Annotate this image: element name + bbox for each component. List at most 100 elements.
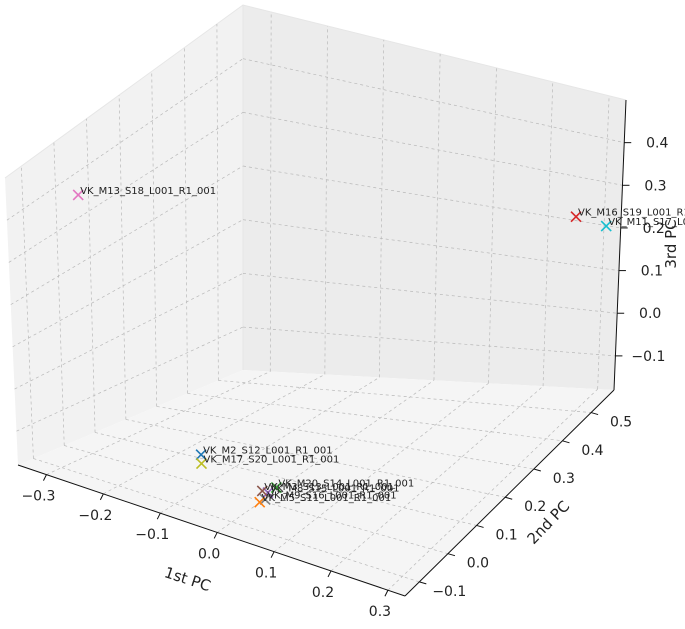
back-gridline-x	[597, 95, 610, 390]
point-marker	[570, 211, 582, 223]
back-gridline-z	[242, 326, 616, 357]
floor-gridline-x	[46, 371, 271, 475]
point-marker	[256, 485, 268, 497]
point-marker	[254, 496, 266, 508]
floor-gridline-x	[330, 385, 544, 572]
x-tick-label: −0.2	[78, 508, 112, 524]
x-tick-label: 0.2	[312, 585, 334, 601]
z-tick-label: 0.0	[639, 306, 661, 322]
floor-gridline-y	[125, 419, 506, 498]
point-marker	[195, 449, 207, 461]
y-tick-mark	[505, 496, 513, 500]
z-axis-line	[613, 99, 627, 391]
side-gridline-z	[8, 112, 244, 263]
z-axis-label: 3rd PC	[662, 219, 680, 268]
back-gridline-z	[242, 273, 618, 314]
y-tick-label: 0.0	[467, 556, 489, 572]
y-tick-label: 0.3	[553, 471, 575, 487]
data-point: VK_M2_S12_L001_R1_001	[195, 446, 333, 461]
point-label: VK_M2_S12_L001_R1_001	[203, 446, 333, 457]
data-points: VK_M13_S18_L001_R1_001 VK_M16_S19_L001_R1…	[72, 186, 685, 508]
z-tick-label: 0.4	[646, 136, 668, 152]
point-marker	[72, 189, 84, 201]
data-point: VK_M20_S14_L001_R1_001	[270, 479, 414, 494]
y-tick-mark	[419, 581, 427, 585]
point-label: VK_M3_S13_L001_R1_001	[264, 482, 394, 493]
floor-gridline-x	[216, 380, 435, 533]
point-marker	[600, 220, 612, 232]
data-point: VK_M9_S16_L001_R1_001	[259, 490, 397, 505]
left-pane	[5, 5, 243, 465]
x-tick-label: 0.1	[255, 566, 277, 582]
x-tick-label: −0.3	[21, 489, 55, 505]
side-gridline-y	[20, 166, 34, 459]
back-gridline-x	[324, 25, 328, 375]
back-gridline-x	[542, 81, 554, 387]
z-tick-label: 0.3	[644, 178, 666, 194]
back-gridline-z	[242, 112, 623, 186]
point-label: VK_M9_S16_L001_R1_001	[267, 490, 397, 501]
grid-lines	[6, 11, 625, 591]
y-tick-label: −0.1	[432, 584, 466, 600]
side-gridline-z	[14, 273, 244, 390]
y-tick-mark	[562, 440, 570, 444]
x-tick-label: 0.3	[369, 604, 391, 620]
side-gridline-y	[151, 71, 158, 407]
y-axis-line	[404, 389, 615, 597]
floor-gridline-x	[387, 388, 598, 591]
data-point: VK_M16_S19_L001_R1_001	[570, 208, 685, 223]
floor-gridline-y	[218, 380, 592, 413]
side-gridline-y	[86, 118, 96, 433]
x-tick-mark	[270, 551, 275, 558]
x-tick-mark	[99, 493, 104, 501]
y-tick-mark	[476, 524, 484, 528]
point-label: VK_M11_S17_L001_R1_001	[608, 217, 685, 228]
side-gridline-y	[183, 47, 188, 394]
x-tick-label: −0.1	[135, 527, 169, 543]
data-point: VK_M13_S18_L001_R1_001	[72, 186, 216, 201]
floor-gridline-x	[160, 377, 380, 514]
x-tick-mark	[384, 589, 389, 597]
point-label: VK_M13_S18_L001_R1_001	[80, 186, 216, 197]
y-tick-mark	[590, 412, 599, 416]
point-label: VK_M17_S20_L001_R1_001	[203, 455, 339, 466]
back-gridline-x	[488, 67, 497, 384]
point-marker	[195, 458, 208, 470]
data-point: VK_M5_S11_L001_R1_001	[254, 493, 392, 508]
point-label: VK_M8_S15_L001_R1_001	[270, 484, 400, 495]
y-tick-mark	[447, 553, 456, 557]
point-label: VK_M5_S11_L001_R1_001	[262, 493, 392, 504]
y-tick-label: 0.5	[610, 415, 632, 431]
back-gridline-z	[242, 165, 621, 229]
point-label: VK_M16_S19_L001_R1_001	[578, 208, 685, 219]
y-tick-mark	[533, 468, 541, 472]
y-tick-label: 0.1	[495, 527, 517, 543]
panes	[4, 4, 627, 596]
side-gridline-z	[12, 219, 244, 348]
floor-gridline-y	[187, 393, 563, 442]
side-gridline-y	[53, 142, 65, 446]
data-point: VK_M11_S17_L001_R1_001	[600, 217, 685, 232]
x-tick-label: 0.0	[198, 546, 220, 562]
x-tick-mark	[156, 512, 161, 520]
x-axis-line	[17, 464, 406, 597]
data-point: VK_M17_S20_L001_R1_001	[195, 455, 339, 470]
y-tick-label: 0.4	[581, 443, 603, 459]
point-marker	[259, 493, 271, 505]
x-axis-label: 1st PC	[162, 563, 213, 595]
x-tick-mark	[327, 570, 332, 578]
floor-gridline-y	[33, 458, 420, 583]
point-label: VK_M20_S14_L001_R1_001	[278, 479, 414, 490]
z-tick-label: 0.2	[643, 221, 665, 237]
y-tick-label: 0.2	[524, 499, 546, 515]
point-marker	[262, 487, 274, 499]
back-gridline-x	[379, 39, 385, 378]
side-gridline-y	[118, 95, 127, 420]
point-marker	[270, 481, 282, 494]
tick-labels: −0.3−0.2−0.10.00.10.20.3−0.10.00.10.20.3…	[21, 136, 668, 621]
x-tick-mark	[43, 474, 47, 481]
z-tick-label: −0.1	[631, 349, 665, 365]
z-tick-label: 0.1	[641, 264, 663, 280]
back-gridline-x	[433, 53, 441, 381]
